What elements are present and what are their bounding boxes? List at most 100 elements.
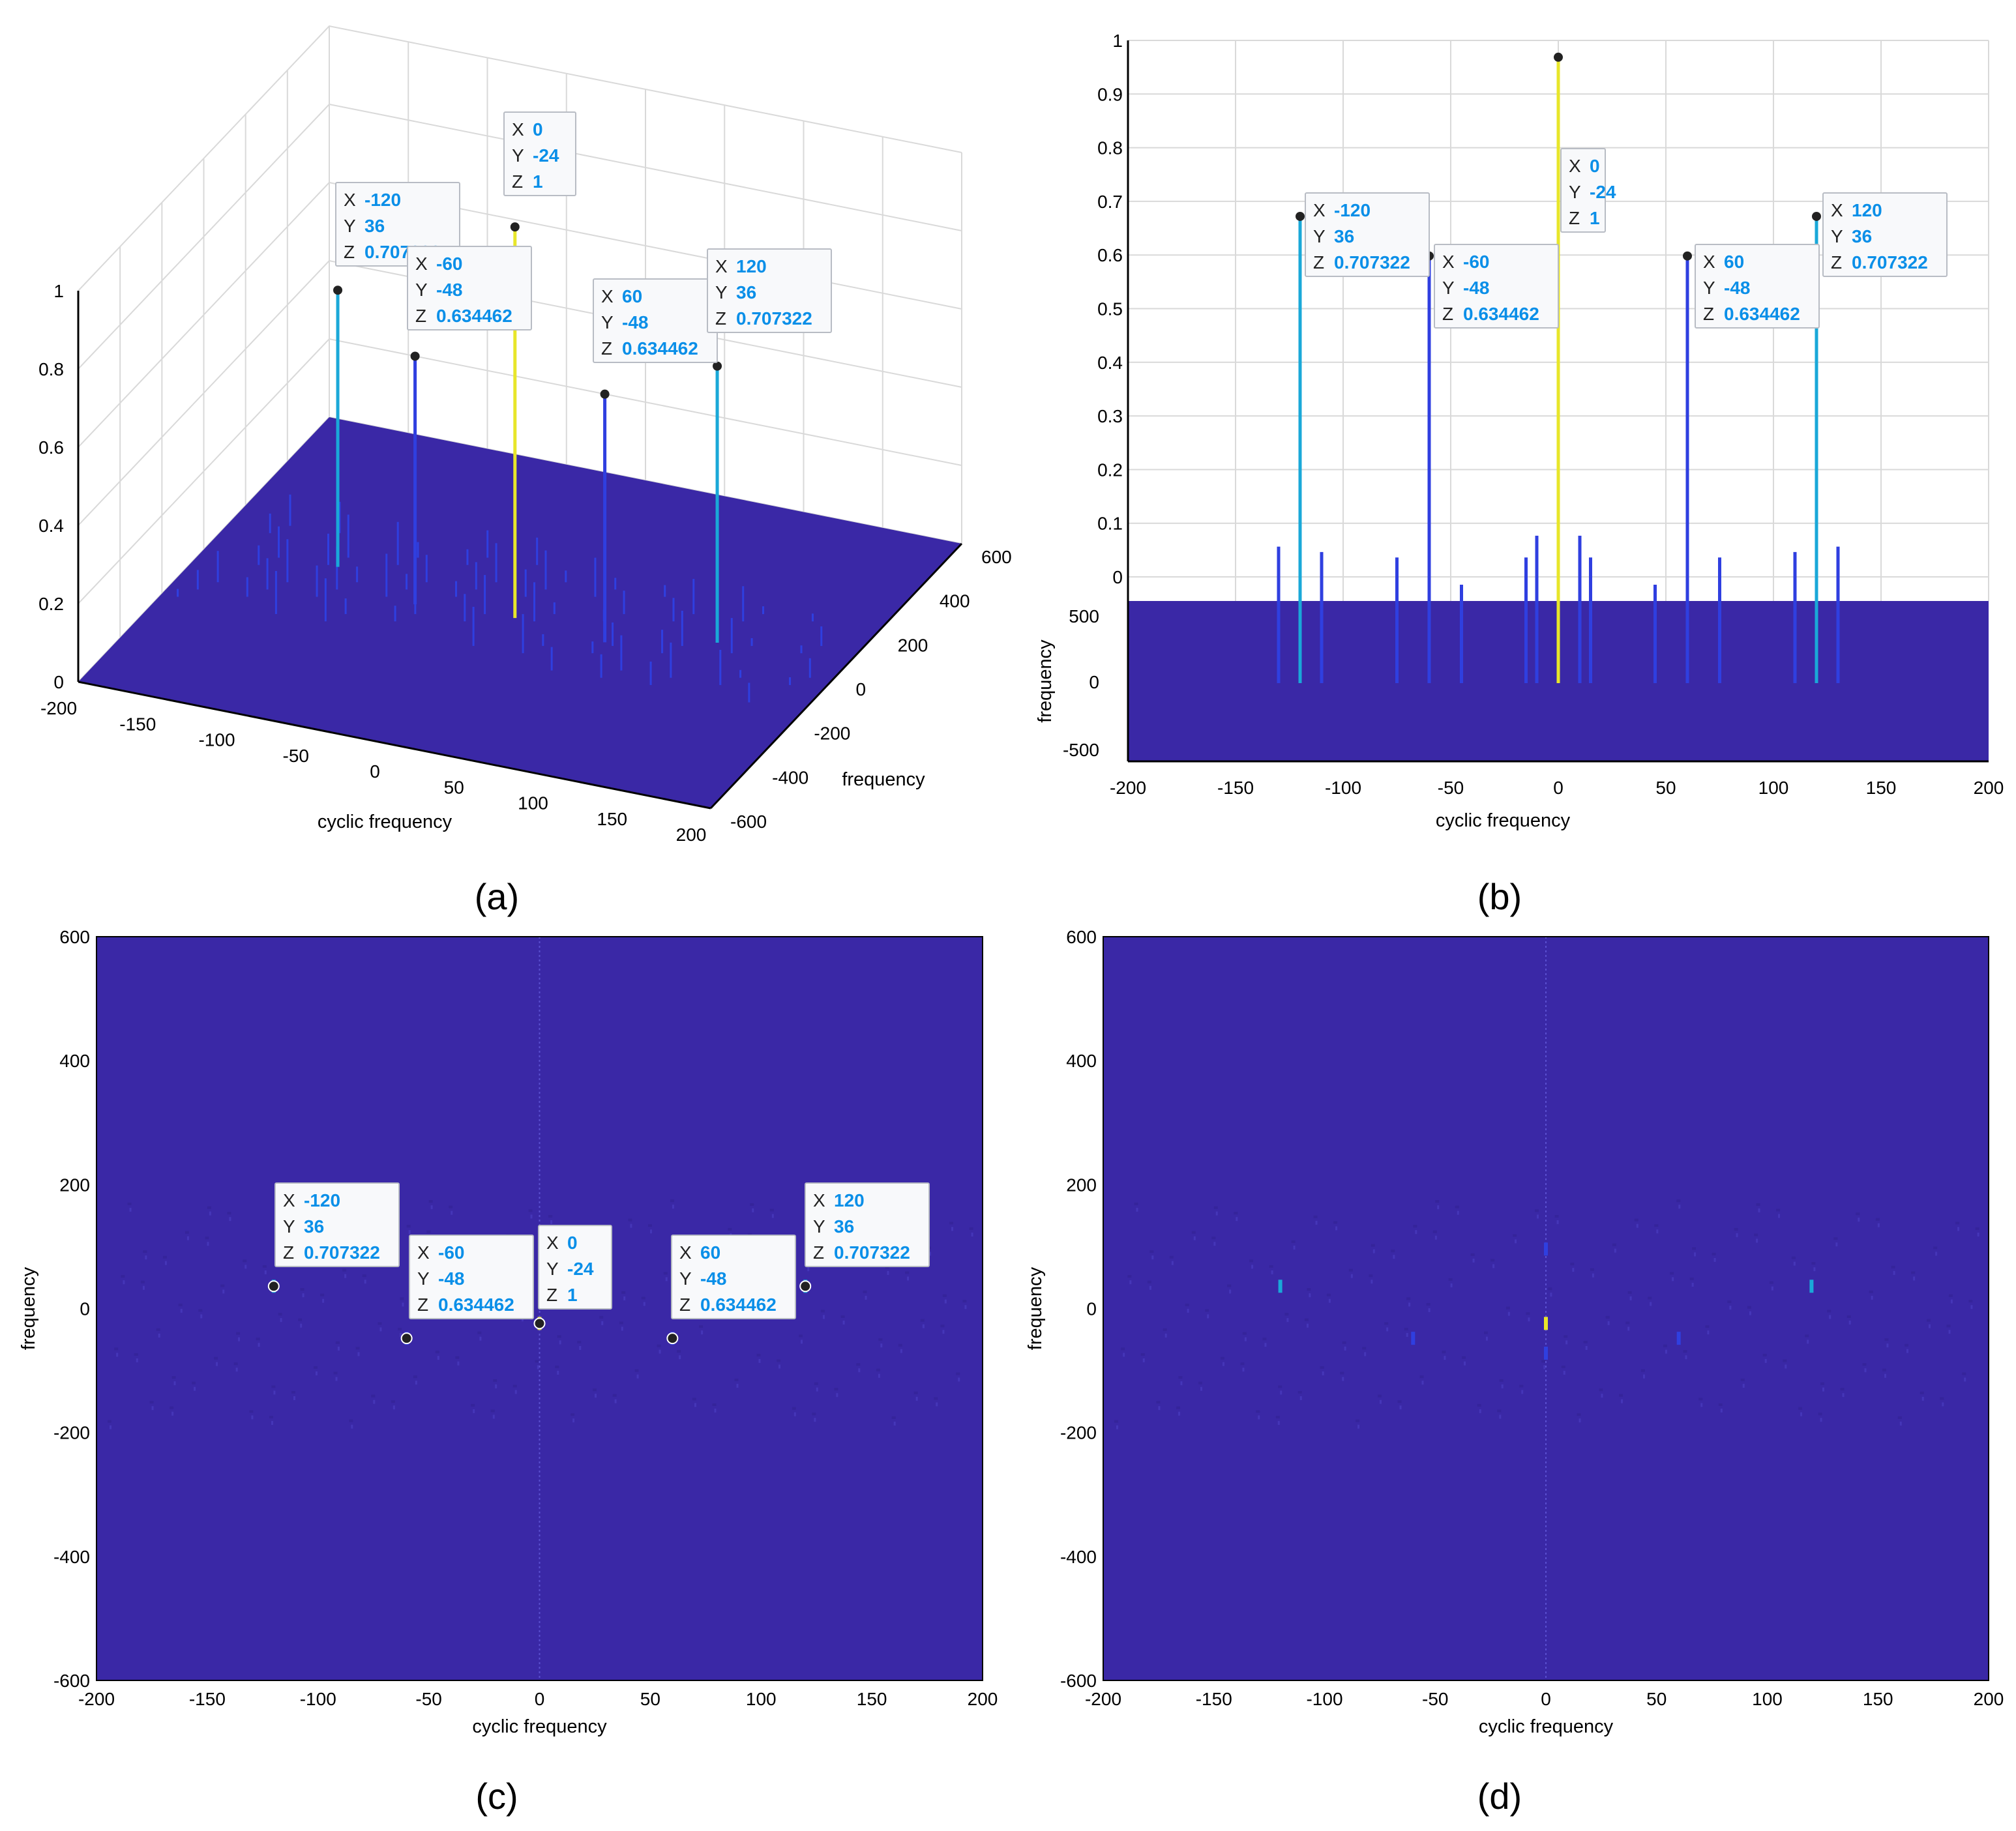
panel-d-activity-cell	[1342, 1377, 1344, 1381]
panel-d-hotspot	[1809, 1280, 1814, 1293]
panel-c-datatip: X 0Y -24 Z 1	[538, 1225, 612, 1310]
panel-c-datatip-value-x: 0	[567, 1233, 578, 1253]
panel-d-activity-cell	[1592, 1273, 1594, 1278]
panel-d-activity-cell	[1147, 1280, 1151, 1283]
panel-d-activity-cell	[1535, 1209, 1539, 1212]
panel-c-activity-cell	[663, 1272, 668, 1275]
panel-d-activity-cell	[1720, 1408, 1723, 1413]
panel-b-datatip-value-z: 0.707322	[1334, 252, 1410, 272]
panel-c-activity-cell	[220, 1284, 225, 1287]
panel-b-y-tick-label: 0	[1089, 672, 1099, 692]
panel-d-activity-cell	[1877, 1223, 1880, 1227]
panel-c-activity-cell	[887, 1270, 889, 1275]
panel-b-x-tick-label: 50	[1655, 778, 1676, 798]
panel-d-activity-cell	[1437, 1205, 1440, 1210]
panel-c-datatip-marker	[799, 1280, 812, 1293]
panel-a-x-tick-label: 50	[444, 777, 464, 797]
panel-c-activity-cell	[400, 1332, 402, 1337]
panel-d-activity-cell	[1663, 1344, 1667, 1347]
panel-d-activity-cell	[1286, 1318, 1289, 1323]
panel-a-datatip-key-x: X	[344, 190, 356, 210]
panel-c-activity-cell	[876, 1368, 880, 1371]
panel-c-activity-cell	[236, 1332, 241, 1335]
panel-d-activity-cell	[1970, 1305, 1973, 1310]
panel-a-datatip-key-z: Z	[415, 306, 426, 326]
panel-b-datatip-value-z: 1	[1590, 208, 1600, 228]
panel-d-activity-cell	[1822, 1387, 1824, 1392]
panel-d-activity-cell	[1762, 1353, 1767, 1356]
panel-c-activity-cell	[820, 1310, 825, 1313]
panel-c-datatip: X 60 Y -48 Z 0.634462	[671, 1235, 796, 1319]
panel-d-activity-cell	[1948, 1294, 1953, 1297]
panel-d-activity-cell	[1335, 1226, 1338, 1231]
panel-d-activity-cell	[1258, 1415, 1260, 1420]
panel-c-datatip-value-z: 0.707322	[834, 1242, 910, 1263]
panel-d-activity-cell	[1256, 1410, 1260, 1413]
panel-a-datatip-key-x: X	[601, 286, 614, 306]
panel-b-datatip-key-x: X	[1569, 156, 1581, 176]
panel-d-activity-cell	[1187, 1308, 1189, 1313]
panel-d-activity-cell	[1764, 1358, 1767, 1363]
panel-d-activity-cell	[1707, 1330, 1710, 1335]
panel-a-datatip-box	[335, 182, 460, 267]
panel-d-activity-cell	[1882, 1368, 1887, 1371]
panel-c-activity-cell	[173, 1381, 176, 1386]
panel-d-activity-cell	[1771, 1286, 1773, 1291]
panel-c-activity-cell	[129, 1207, 132, 1212]
panel-c-activity-cell	[778, 1364, 781, 1369]
panel-d-activity-cell	[1134, 1202, 1138, 1205]
panel-c-datatip-value-y: -24	[567, 1259, 594, 1279]
panel-d-x-tick-label: -150	[1196, 1689, 1232, 1709]
panel-c-activity-cell	[936, 1402, 938, 1407]
panel-c-activity-cell	[771, 1214, 774, 1218]
panel-d-activity-cell	[1962, 1372, 1966, 1375]
panel-d-x-tick-label: -100	[1306, 1689, 1342, 1709]
panel-c-activity-cell	[962, 1300, 967, 1303]
panel-a-datatip-key-y: Y	[415, 280, 428, 300]
panel-d-activity-cell	[1264, 1343, 1267, 1347]
panel-a-grid-z	[78, 25, 962, 291]
panel-c-activity-cell	[298, 1318, 303, 1321]
panel-c-activity-cell	[451, 1210, 453, 1215]
panel-c-activity-cell	[455, 1356, 460, 1359]
panel-d-activity-cell	[1884, 1373, 1887, 1378]
panel-d-activity-cell	[1627, 1326, 1630, 1331]
panel-c-activity-cell	[178, 1303, 183, 1306]
panel-d-activity-cell	[1342, 1341, 1346, 1344]
panel-c-activity-cell	[262, 1265, 267, 1268]
panel-d-activity-cell	[1756, 1238, 1758, 1243]
panel-b-y-tick-label: 500	[1069, 606, 1099, 626]
panel-d-activity-cell	[1670, 1272, 1674, 1275]
panel-c-activity-cell	[971, 1232, 973, 1237]
panel-c-activity-cell	[878, 1338, 883, 1341]
panel-d-hotspots	[1278, 1242, 1814, 1360]
panel-d-activity-cell	[1220, 1356, 1224, 1360]
panel-c-frame	[96, 936, 983, 1681]
panel-d-activity-cell	[1818, 1413, 1822, 1416]
panel-c-datatip-key-z: Z	[679, 1295, 690, 1315]
panel-d-y-axis-label: frequency	[1025, 1267, 1046, 1350]
panel-c-activity-cell	[320, 1293, 325, 1296]
panel-c-y-tick-label: -200	[53, 1423, 90, 1443]
panel-b-datatip: X 0Y -24 Z 1	[1560, 148, 1616, 233]
panel-a-y-tick-label: -400	[772, 767, 808, 787]
panel-c-x-tick-label: 100	[746, 1689, 777, 1709]
panel-b-datatip-value-y: -48	[1463, 278, 1489, 298]
panel-d-activity-cell	[1249, 1259, 1254, 1263]
panel-c-activity-cell	[647, 1224, 652, 1227]
panel-d-activity-cell	[1211, 1237, 1216, 1240]
panel-c-activity-cell	[342, 1268, 347, 1272]
panel-c-activity-cell	[315, 1371, 318, 1375]
panel-c-activity-cell	[969, 1227, 973, 1230]
panel-d-activity-cell	[1229, 1289, 1232, 1294]
panel-d-activity-cell	[1840, 1388, 1845, 1391]
panel-b-datatip-key-y: Y	[1442, 278, 1455, 298]
panel-c-datatip-marker	[666, 1332, 679, 1345]
panel-d-activity-cell	[1747, 1306, 1751, 1309]
panel-a-z-tick-label: 0.4	[38, 516, 64, 536]
panel-d-activity-cell	[1579, 1418, 1581, 1423]
panel-d-activity-cell	[1344, 1346, 1346, 1351]
panel-d-activity-cell	[1371, 1280, 1373, 1284]
panel-c-x-tick-label: -100	[300, 1689, 336, 1709]
panel-c-activity-cell	[878, 1373, 880, 1378]
